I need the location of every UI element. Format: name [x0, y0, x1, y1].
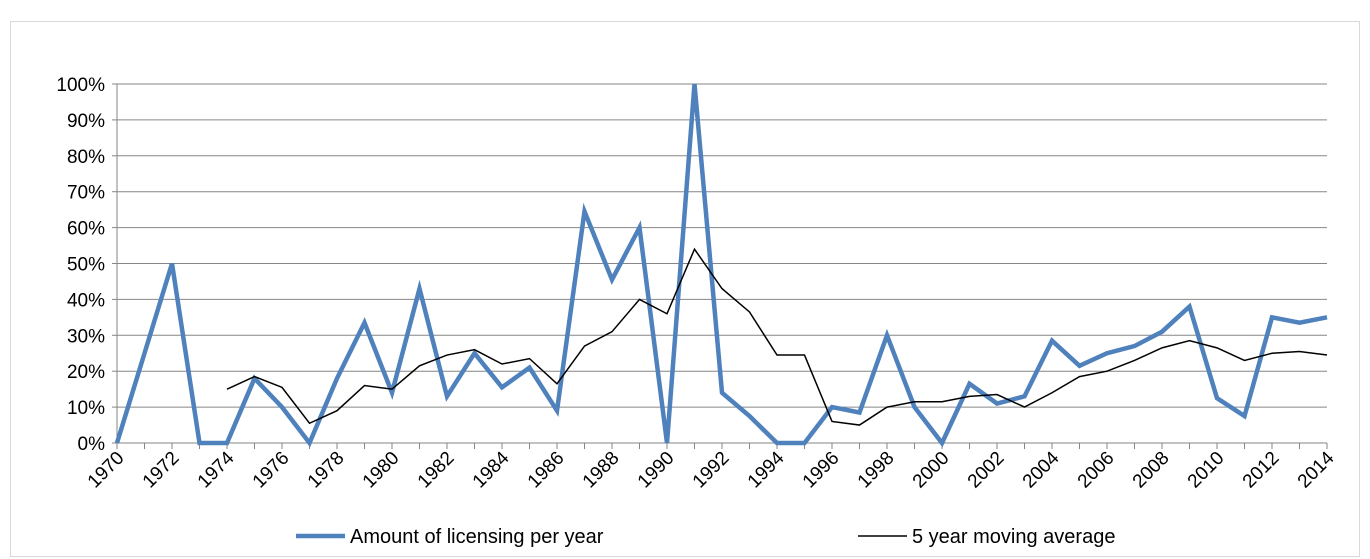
series-layer — [114, 83, 1328, 448]
series-line-licensing — [114, 83, 1328, 448]
x-tick-label: 1990 — [634, 448, 679, 493]
y-tick-label: 70% — [67, 183, 105, 204]
y-tick-label: 90% — [67, 111, 105, 132]
x-tick-label: 1976 — [249, 448, 294, 493]
x-tick-label: 1984 — [469, 447, 514, 492]
x-tick-label: 1972 — [139, 448, 184, 493]
x-tick-label: 2012 — [1239, 448, 1284, 493]
x-tick-label: 2006 — [1074, 448, 1119, 493]
x-tick-label: 1974 — [194, 447, 239, 492]
x-tick-label: 1978 — [304, 448, 349, 493]
x-tick-label: 2004 — [1019, 447, 1064, 492]
x-tick-label: 1980 — [359, 448, 404, 493]
x-tick-label: 1986 — [524, 448, 569, 493]
x-tick-label: 2014 — [1294, 447, 1339, 492]
x-tick-label: 1982 — [414, 448, 459, 493]
legend-label-licensing: Amount of licensing per year — [350, 526, 604, 548]
x-tick-label: 2000 — [909, 448, 954, 493]
y-tick-label: 60% — [67, 219, 105, 240]
y-tick-label: 40% — [67, 290, 105, 311]
x-tick-label: 2002 — [964, 448, 1009, 493]
y-axis: 0% 10% 20% 30% 40% 50% 60% 70% 80% 90% 100% — [56, 75, 118, 455]
x-tick-label: 1998 — [854, 448, 899, 493]
x-tick-label: 1996 — [799, 448, 844, 493]
y-tick-label: 30% — [67, 326, 105, 347]
gridlines — [117, 83, 1327, 408]
legend: Amount of licensing per year 5 year movi… — [296, 526, 1115, 548]
y-tick-label: 50% — [67, 255, 105, 276]
x-tick-label: 1988 — [579, 448, 624, 493]
chart-frame — [10, 21, 1360, 557]
x-tick-label: 2010 — [1184, 448, 1229, 493]
x-axis: 1970 1972 1974 1976 1978 1980 1982 1984 1986 1988… — [84, 442, 1339, 493]
y-tick-label: 10% — [67, 398, 105, 419]
y-tick-label: 80% — [67, 147, 105, 168]
y-tick-label: 0% — [78, 434, 106, 455]
x-tick-label: 2008 — [1129, 448, 1174, 493]
y-tick-label: 20% — [67, 362, 105, 383]
series-line-moving-average — [226, 247, 1328, 426]
legend-label-moving-average: 5 year moving average — [912, 526, 1115, 548]
y-tick-label: 100% — [56, 75, 105, 96]
x-tick-label: 1994 — [744, 447, 789, 492]
x-tick-label: 1992 — [689, 448, 734, 493]
